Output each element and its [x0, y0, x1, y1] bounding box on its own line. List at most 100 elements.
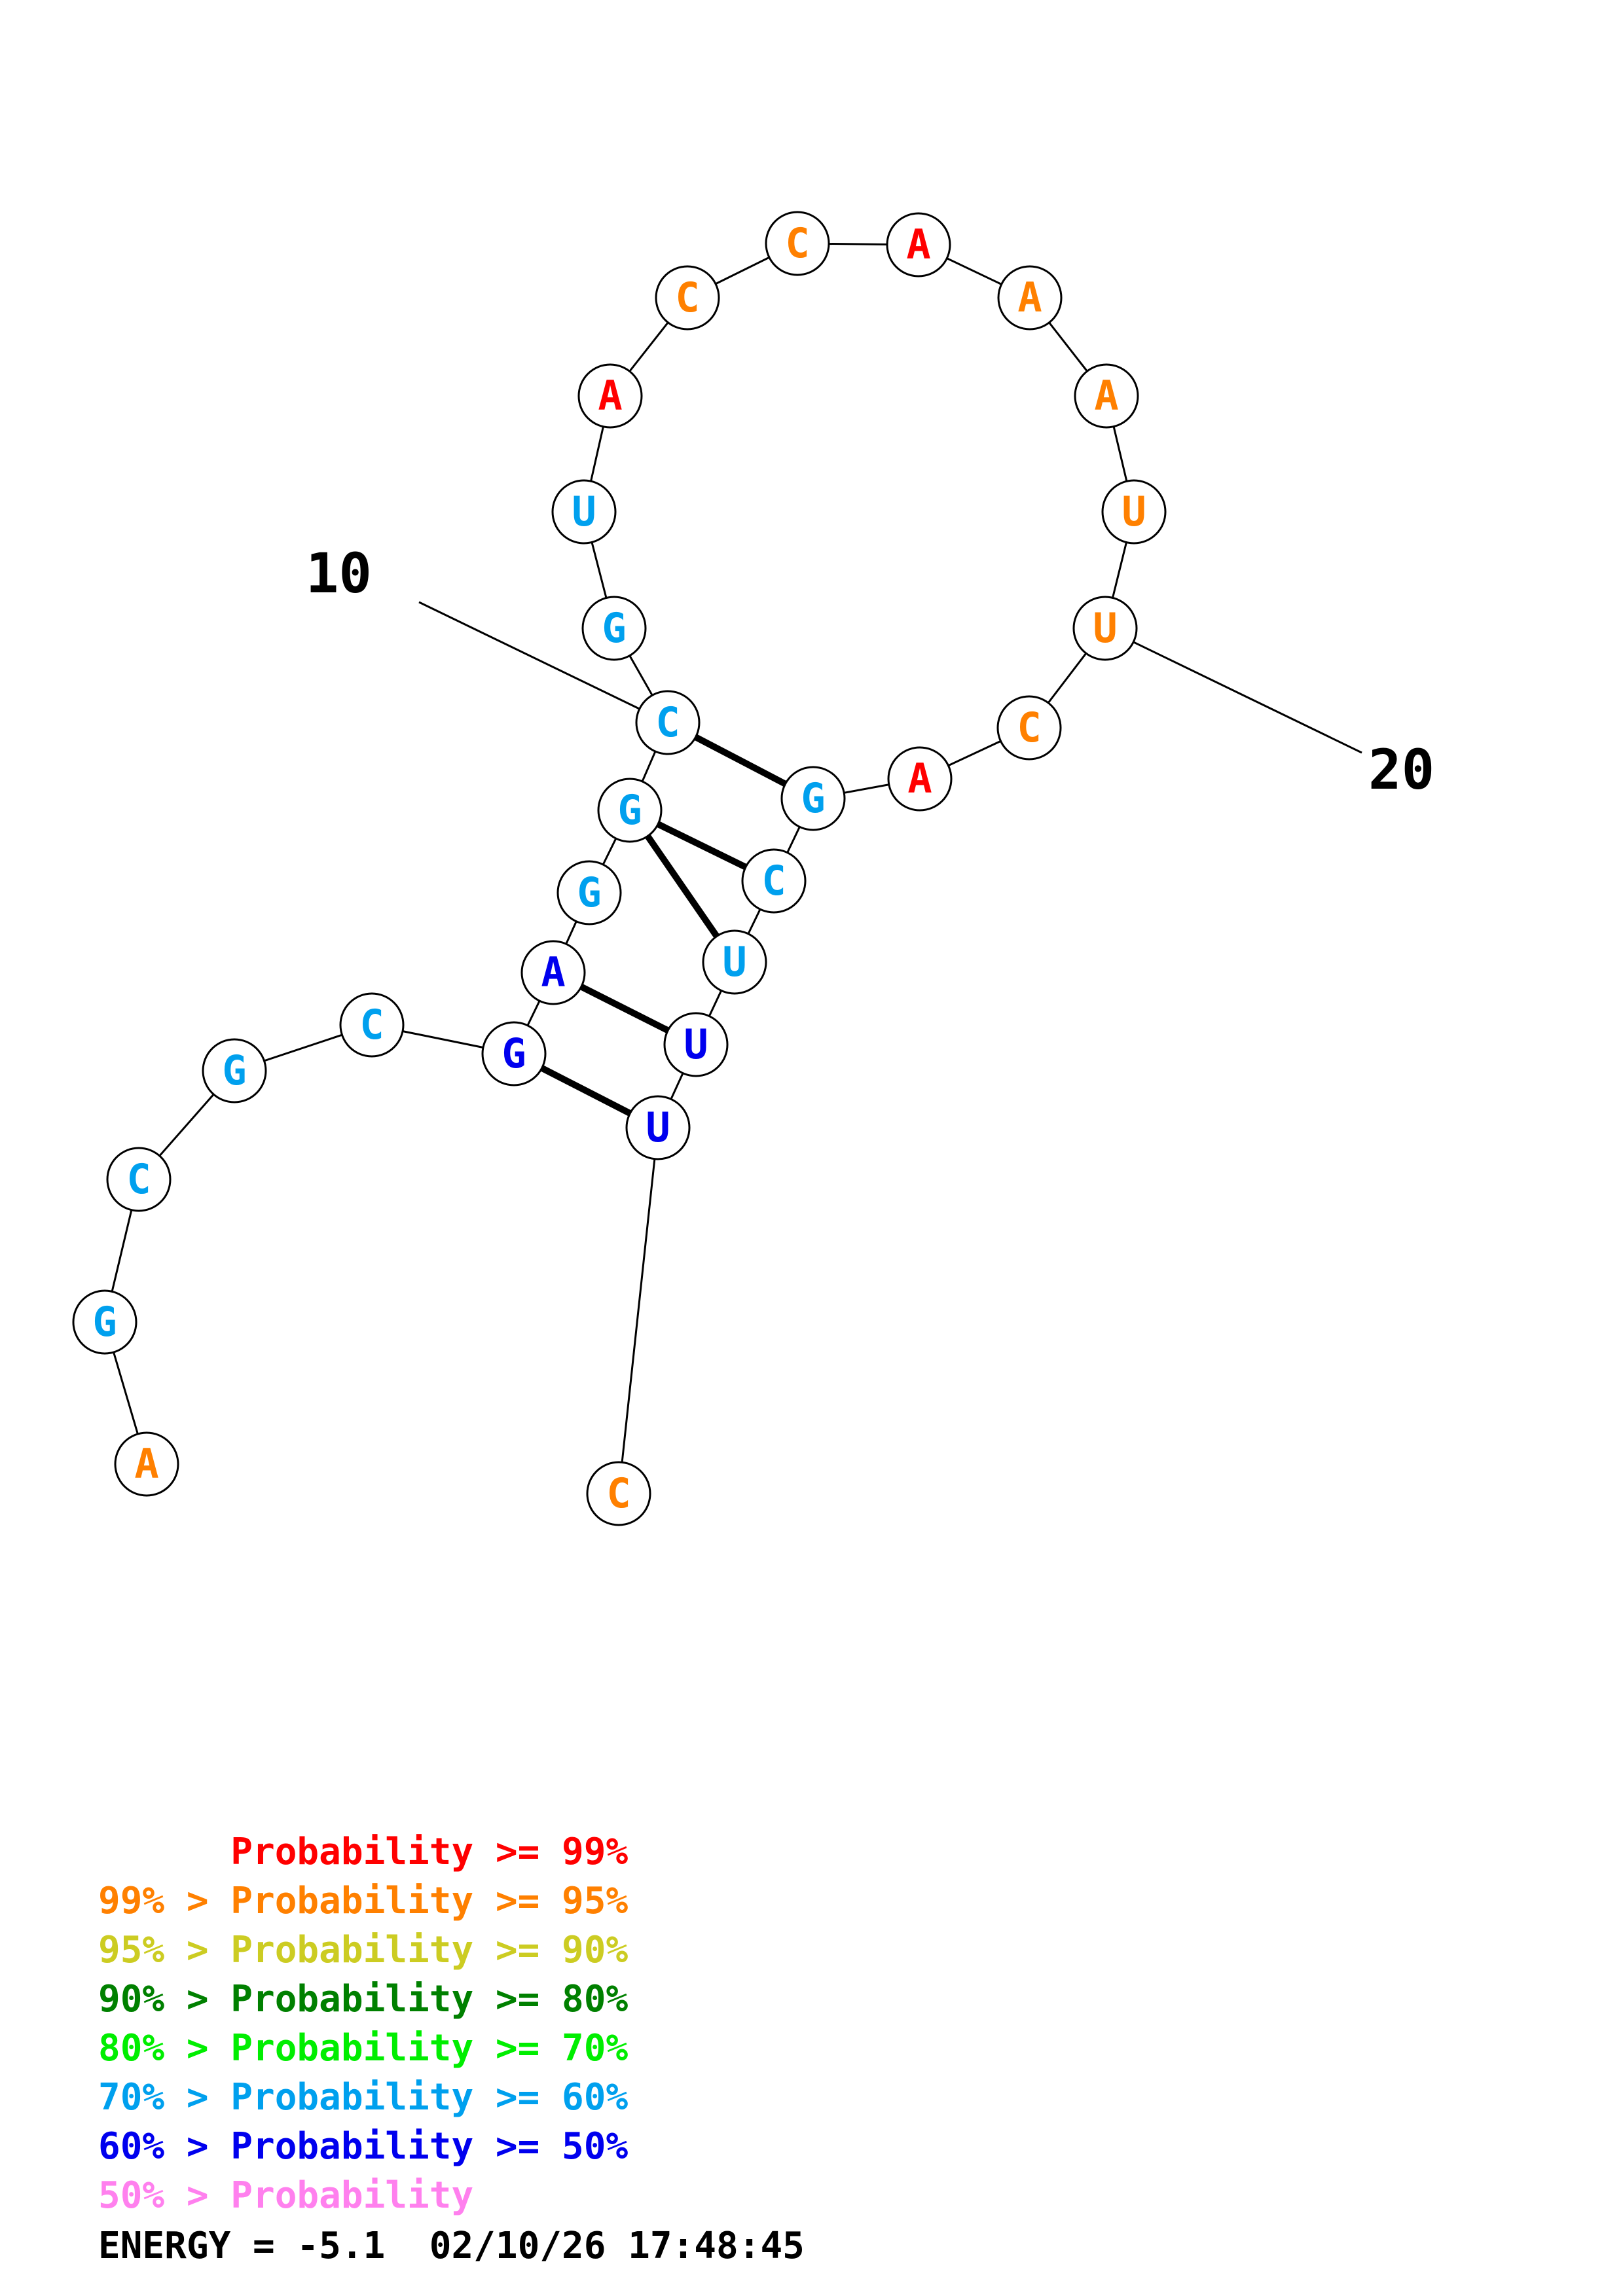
- nucleotide-letter: C: [606, 1469, 630, 1517]
- base-pair-bonds: [512, 719, 815, 1131]
- nucleotide: C: [765, 211, 830, 276]
- nucleotide-letter: G: [501, 1030, 526, 1077]
- nucleotide: C: [586, 1461, 651, 1526]
- nucleotide: C: [655, 265, 720, 331]
- nucleotide: C: [635, 690, 701, 755]
- nucleotide: U: [1072, 596, 1138, 661]
- nucleotide-circle: [780, 766, 846, 831]
- nucleotide: A: [520, 940, 586, 1005]
- nucleotide: G: [581, 596, 647, 661]
- nucleotide-letter: C: [785, 219, 809, 267]
- nucleotide: A: [114, 1431, 179, 1497]
- nucleotide: G: [780, 766, 846, 831]
- nucleotide-circle: [202, 1038, 267, 1103]
- index-tick-lines: [418, 601, 1362, 754]
- nucleotide-circle: [481, 1021, 547, 1086]
- nucleotide-circle: [114, 1431, 179, 1497]
- nucleotide-letter: A: [134, 1440, 158, 1488]
- nucleotide-letter: U: [684, 1020, 708, 1068]
- nucleotide-letter: G: [92, 1298, 117, 1346]
- nucleotide-letter: C: [675, 274, 699, 321]
- nucleotide: U: [702, 929, 767, 995]
- nucleotide-letter: C: [1017, 704, 1041, 751]
- nucleotide-circle: [581, 596, 647, 661]
- nucleotide: C: [106, 1147, 172, 1212]
- nucleotide-letter: C: [359, 1001, 384, 1049]
- nucleotide-circle: [741, 848, 807, 914]
- nucleotide-circle: [655, 265, 720, 331]
- nucleotide-circle: [702, 929, 767, 995]
- index-label: 10: [306, 541, 372, 605]
- index-tick-line: [1104, 627, 1362, 754]
- nucleotide-letter: U: [1122, 488, 1146, 535]
- nucleotide-letter: A: [598, 372, 622, 420]
- nucleotide-circle: [887, 746, 953, 812]
- nucleotide-circle: [765, 211, 830, 276]
- nucleotide-circle: [556, 860, 622, 925]
- legend-entry: 90% > Probability >= 80%: [98, 1978, 628, 2020]
- backbone-segment: [617, 1127, 659, 1494]
- legend-entry: 50% > Probability: [98, 2174, 473, 2217]
- nucleotide-circle: [577, 363, 643, 429]
- nucleotide-circle: [586, 1461, 651, 1526]
- nucleotide-letter: G: [222, 1047, 246, 1094]
- nucleotide: C: [339, 992, 405, 1058]
- nucleotide: C: [741, 848, 807, 914]
- index-tick-line: [418, 601, 668, 724]
- nucleotide-letter: A: [906, 221, 930, 268]
- nucleotide-letter: U: [1093, 604, 1117, 652]
- nucleotide-letter: A: [541, 948, 565, 996]
- nucleotide-circle: [886, 212, 951, 278]
- nucleotide: U: [663, 1012, 729, 1077]
- nucleotide-circle: [106, 1147, 172, 1212]
- nucleotide-letter: A: [907, 755, 932, 802]
- nucleotide-circle: [339, 992, 405, 1058]
- index-labels: 10 20: [306, 541, 1434, 802]
- legend-entry: 60% > Probability >= 50%: [98, 2125, 628, 2168]
- nucleotide: G: [481, 1021, 547, 1086]
- energy-line: ENERGY = -5.1 02/10/26 17:48:45: [98, 2225, 805, 2267]
- nucleotide: G: [597, 778, 663, 843]
- nucleotide-letter: A: [1094, 372, 1118, 420]
- nucleotide-letter: G: [602, 604, 626, 652]
- nucleotide-letter: U: [722, 938, 746, 986]
- nucleotide: G: [556, 860, 622, 925]
- probability-legend: Probability >= 99% 99% > Probability >= 9…: [98, 1831, 628, 2217]
- nucleotide-letter: A: [1017, 274, 1042, 321]
- nucleotide-circle: [1074, 363, 1139, 429]
- nucleotide-circle: [625, 1095, 691, 1160]
- nucleotide-letter: G: [577, 869, 601, 916]
- nucleotide-letter: G: [617, 786, 642, 834]
- nucleotide: A: [577, 363, 643, 429]
- nucleotide-circle: [997, 265, 1063, 331]
- nucleotide-circle: [635, 690, 701, 755]
- nucleotide-circle: [1072, 596, 1138, 661]
- nucleotide: A: [997, 265, 1063, 331]
- nucleotide-circle: [597, 778, 663, 843]
- nucleotide-letter: C: [655, 698, 680, 746]
- legend-entry: Probability >= 99%: [98, 1831, 628, 1873]
- legend-entry: 99% > Probability >= 95%: [98, 1880, 628, 1922]
- nucleotide-circle: [663, 1012, 729, 1077]
- legend-entry: 95% > Probability >= 90%: [98, 1929, 628, 1971]
- nucleotide: A: [886, 212, 951, 278]
- nucleotide: U: [625, 1095, 691, 1160]
- nucleotide-circle: [520, 940, 586, 1005]
- nucleotide: A: [887, 746, 953, 812]
- nucleotide: G: [202, 1038, 267, 1103]
- nucleotide: G: [72, 1289, 137, 1355]
- nucleotide: A: [1074, 363, 1139, 429]
- nucleotide: U: [1101, 479, 1167, 545]
- legend-entry: 80% > Probability >= 70%: [98, 2027, 628, 2070]
- nucleotide-letter: U: [572, 488, 596, 535]
- nucleotide-letter: U: [646, 1103, 670, 1151]
- nucleotide-letter: C: [761, 857, 786, 905]
- nucleotide-circle: [551, 479, 617, 545]
- nucleotide-letter: C: [126, 1155, 151, 1203]
- nucleotide-circle: [1101, 479, 1167, 545]
- legend-entry: 70% > Probability >= 60%: [98, 2076, 628, 2119]
- nucleotide-circle: [72, 1289, 137, 1355]
- nucleotide-letter: G: [801, 774, 825, 822]
